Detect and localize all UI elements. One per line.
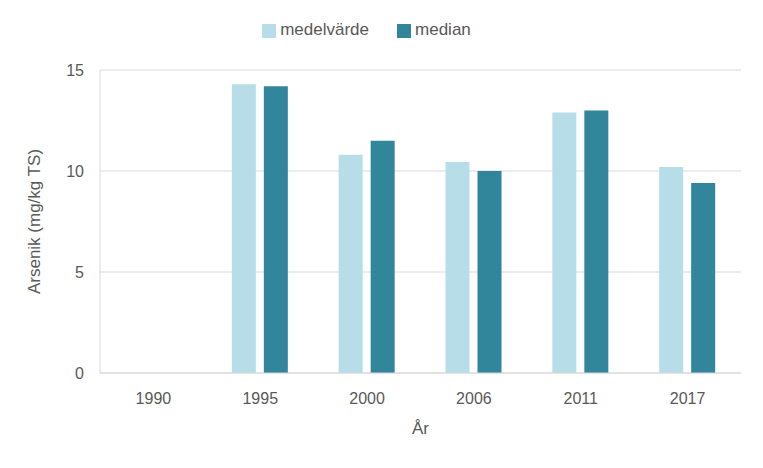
svg-text:2017: 2017 [670,390,706,407]
svg-text:10: 10 [66,163,84,180]
svg-text:2000: 2000 [349,390,385,407]
svg-text:0: 0 [75,365,84,382]
html-text:median: median [415,20,471,39]
svg-text:1995: 1995 [242,390,278,407]
html-text:medelvärde: medelvärde [280,20,369,39]
svg-text:Arsenik (mg/kg TS): Arsenik (mg/kg TS) [25,149,44,294]
svg-text:2006: 2006 [456,390,492,407]
svg-text:5: 5 [75,264,84,281]
svg-text:2011: 2011 [564,390,599,407]
svg-text:År: År [412,419,429,438]
svg-text:1990: 1990 [136,390,172,407]
svg-text:15: 15 [66,62,84,79]
